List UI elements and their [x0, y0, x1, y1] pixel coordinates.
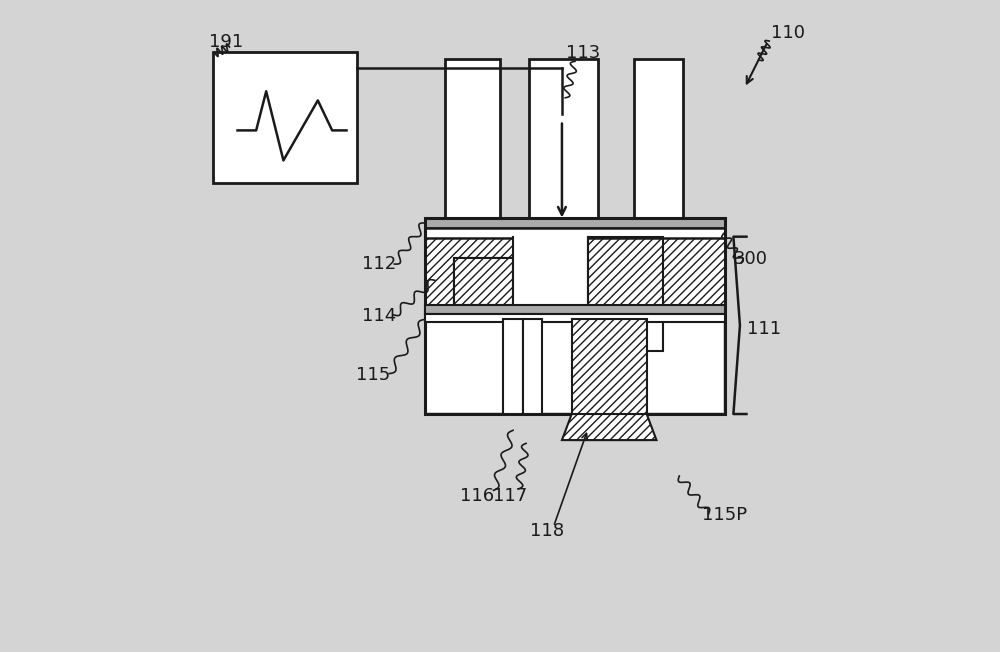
Polygon shape: [562, 414, 656, 440]
Bar: [425, 305, 725, 314]
Bar: [425, 314, 725, 322]
Bar: [454, 258, 513, 305]
Bar: [454, 258, 513, 305]
Bar: [425, 228, 725, 238]
Bar: [523, 319, 542, 414]
Bar: [427, 321, 723, 412]
Text: 114: 114: [362, 307, 397, 325]
Text: 113: 113: [566, 44, 601, 63]
Text: 110: 110: [771, 23, 805, 42]
Bar: [425, 218, 725, 228]
Text: 115: 115: [356, 366, 390, 384]
Bar: [588, 237, 663, 351]
Bar: [529, 59, 598, 222]
Text: 300: 300: [734, 250, 768, 269]
Bar: [425, 218, 725, 414]
Text: 117: 117: [493, 486, 527, 505]
Bar: [634, 59, 683, 222]
Text: 116: 116: [460, 486, 494, 505]
Bar: [425, 237, 725, 305]
Text: 191: 191: [209, 33, 243, 52]
Bar: [503, 319, 523, 414]
Text: 112: 112: [362, 255, 397, 273]
Text: 111: 111: [747, 320, 781, 338]
Bar: [513, 237, 588, 305]
Text: 115P: 115P: [702, 506, 748, 524]
Bar: [572, 319, 647, 440]
Bar: [572, 319, 647, 440]
Bar: [445, 59, 500, 222]
Bar: [425, 305, 725, 414]
Text: 118: 118: [530, 522, 564, 541]
Bar: [588, 237, 663, 351]
Bar: [213, 52, 357, 183]
